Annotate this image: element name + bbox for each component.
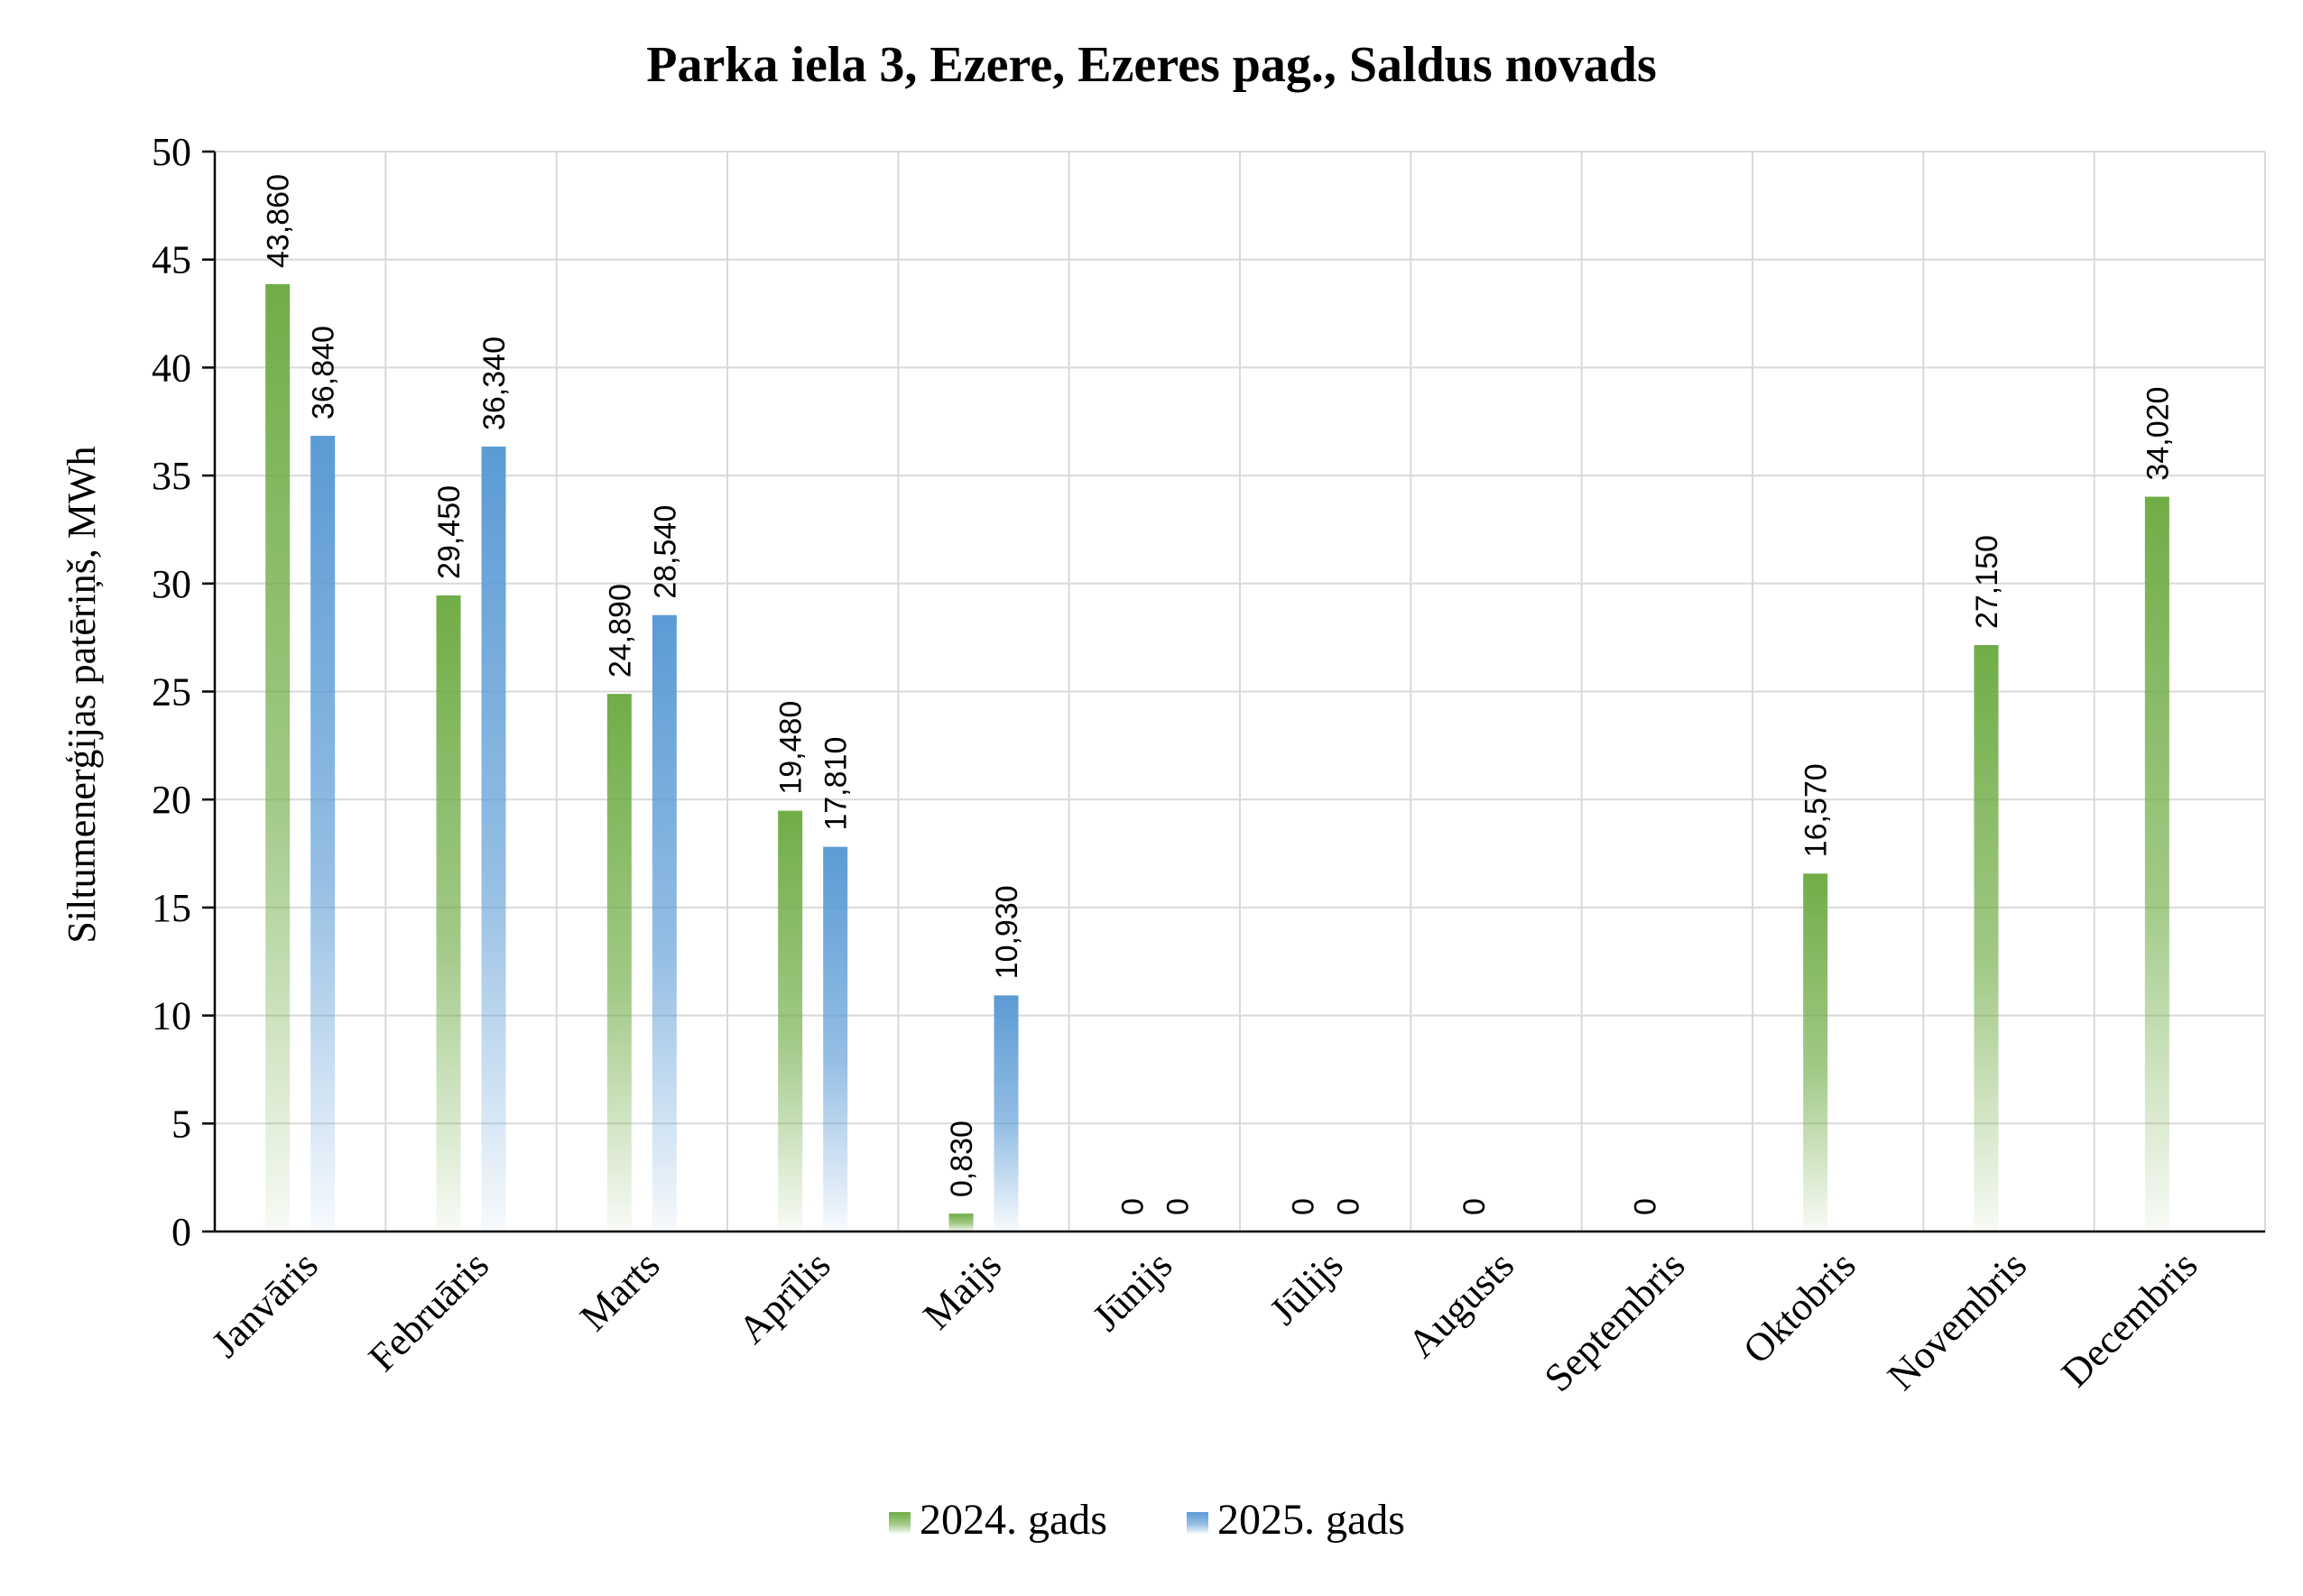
y-tick-label-5: 25 xyxy=(152,670,191,715)
legend-label-1: 2025. gads xyxy=(1217,1496,1405,1544)
bar-s0-0 xyxy=(265,283,291,1232)
x-tick-label-2: Marts xyxy=(571,1242,668,1339)
x-tick-label-5: Jūnijs xyxy=(1084,1242,1180,1339)
y-tick-label-6: 30 xyxy=(152,562,191,606)
bar-s0-1 xyxy=(436,595,461,1232)
x-tick-label-8: Septembris xyxy=(1536,1242,1694,1400)
legend-swatch-0 xyxy=(889,1512,911,1534)
x-tick-label-11: Decembris xyxy=(2053,1242,2206,1395)
bar-s0-9 xyxy=(1803,873,1828,1232)
data-label-s1-6: 0 xyxy=(1332,1198,1366,1215)
chart-title: Parka iela 3, Ezere, Ezeres pag., Saldus… xyxy=(646,37,1657,93)
legend-swatch-1 xyxy=(1187,1512,1208,1534)
axes xyxy=(202,150,2265,1233)
y-tick-label-0: 0 xyxy=(171,1210,191,1254)
legend-label-0: 2024. gads xyxy=(920,1496,1107,1544)
data-label-s0-6: 0 xyxy=(1287,1198,1321,1215)
y-tick-label-1: 5 xyxy=(171,1102,191,1146)
bar-s0-4 xyxy=(948,1213,974,1232)
legend: 2024. gads 2025. gads xyxy=(889,1496,1405,1544)
bar-s1-1 xyxy=(481,447,506,1232)
x-tick-label-3: Aprīlis xyxy=(730,1242,839,1352)
data-label-s1-5: 0 xyxy=(1161,1198,1195,1215)
x-tick-label-0: Janvāris xyxy=(203,1242,327,1366)
data-label-s1-0: 36,840 xyxy=(307,326,341,420)
data-label-s0-0: 43,860 xyxy=(262,174,296,268)
y-tick-label-9: 45 xyxy=(152,238,191,282)
x-tick-label-1: Februāris xyxy=(360,1242,497,1379)
y-tick-label-4: 20 xyxy=(152,778,191,822)
gridlines xyxy=(215,151,2266,1232)
data-label-s0-8: 0 xyxy=(1628,1198,1662,1215)
bars xyxy=(265,283,2169,1232)
data-label-s0-10: 27,150 xyxy=(1970,535,2004,629)
y-tick-label-10: 50 xyxy=(152,130,191,174)
y-tick-label-3: 15 xyxy=(152,886,191,930)
bar-s1-2 xyxy=(652,614,677,1232)
bar-s1-4 xyxy=(994,995,1019,1232)
bar-s0-11 xyxy=(2144,496,2169,1232)
bar-s1-3 xyxy=(823,846,848,1232)
data-label-s0-4: 0,830 xyxy=(945,1121,979,1197)
data-label-s1-4: 10,930 xyxy=(990,885,1024,979)
data-label-s1-2: 28,540 xyxy=(648,505,682,599)
bar-s0-10 xyxy=(1974,645,1999,1232)
data-label-s0-9: 16,570 xyxy=(1799,763,1834,857)
bar-s0-3 xyxy=(778,810,803,1232)
data-label-s1-1: 36,340 xyxy=(477,337,512,430)
y-axis-label: Siltumenerģijas patēriņš, MWh xyxy=(60,446,104,943)
y-tick-label-2: 10 xyxy=(152,994,191,1038)
data-label-s1-3: 17,810 xyxy=(819,737,854,831)
data-label-s0-3: 19,480 xyxy=(774,701,809,795)
x-tick-label-7: Augusts xyxy=(1399,1242,1522,1366)
y-tick-label-7: 35 xyxy=(152,454,191,498)
data-label-s0-7: 0 xyxy=(1457,1198,1492,1215)
data-label-s0-5: 0 xyxy=(1115,1198,1150,1215)
x-tick-label-10: Novembris xyxy=(1879,1242,2035,1398)
x-tick-label-9: Oktobris xyxy=(1734,1242,1864,1372)
y-tick-label-8: 40 xyxy=(152,346,191,390)
bar-s1-0 xyxy=(310,436,336,1232)
x-tick-label-6: Jūlijs xyxy=(1261,1242,1351,1333)
data-label-s0-11: 34,020 xyxy=(2141,387,2175,481)
x-tick-label-4: Maijs xyxy=(915,1242,1011,1338)
data-label-s0-2: 24,890 xyxy=(603,584,637,678)
bar-s0-2 xyxy=(606,694,632,1232)
data-label-s0-1: 29,450 xyxy=(432,485,467,579)
